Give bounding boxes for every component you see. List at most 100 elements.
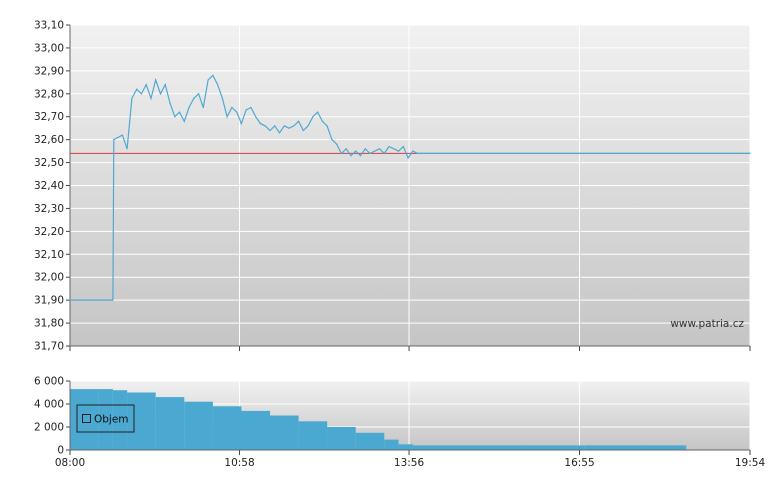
price-point <box>331 139 333 141</box>
price-point <box>431 152 433 154</box>
price-point <box>226 116 228 118</box>
price-point <box>269 129 271 132</box>
volume-bar <box>384 439 399 450</box>
price-point <box>274 125 276 127</box>
price-point <box>202 106 204 109</box>
price-point <box>264 125 266 127</box>
price-point <box>336 143 338 145</box>
price-point <box>288 127 290 129</box>
price-point <box>298 120 300 122</box>
price-y-tick-label: 31,70 <box>34 341 64 353</box>
price-y-tick-label: 32,50 <box>34 157 64 169</box>
volume-bar <box>684 445 687 450</box>
price-point <box>69 299 71 301</box>
price-point <box>198 93 200 95</box>
price-y-tick-label: 32,10 <box>34 249 64 261</box>
x-tick-label: 10:58 <box>224 457 254 469</box>
price-point <box>193 97 195 99</box>
volume-bar <box>270 415 299 450</box>
volume-bar <box>327 427 356 450</box>
price-point <box>393 148 395 150</box>
volume-y-tick-label: 6 000 <box>34 376 64 388</box>
volume-y-tick-label: 0 <box>57 445 64 457</box>
price-point <box>278 132 281 134</box>
price-point <box>317 111 319 113</box>
volume-bar <box>155 397 185 450</box>
volume-bar <box>241 410 270 450</box>
price-point <box>398 150 400 152</box>
price-point <box>259 123 262 125</box>
volume-bar <box>298 421 328 451</box>
price-point <box>421 152 423 154</box>
price-y-tick-label: 32,00 <box>34 272 64 284</box>
price-point <box>369 152 371 154</box>
watermark-text: www.patria.cz <box>670 318 744 330</box>
price-point <box>231 106 233 109</box>
price-point <box>378 148 381 150</box>
price-panel: 33,10 33,00 32,90 32,80 32,70 32,60 32,50 32,40… <box>34 20 751 353</box>
price-point <box>350 155 352 157</box>
price-series-line <box>70 74 750 301</box>
price-y-tick-label: 32,30 <box>34 203 64 215</box>
price-point <box>283 125 285 127</box>
legend-box <box>76 404 135 433</box>
volume-bar <box>98 389 113 450</box>
price-point <box>236 111 238 113</box>
price-y-tick-label: 32,60 <box>34 134 64 146</box>
volume-bar <box>470 445 528 450</box>
volume-legend: Objem <box>76 404 135 433</box>
price-point <box>255 116 257 118</box>
price-y-tick-label: 32,20 <box>34 226 64 238</box>
price-point <box>113 139 115 141</box>
price-point <box>355 150 357 152</box>
price-y-tick-label: 32,40 <box>34 180 64 192</box>
volume-panel: 6 000 4 000 2 000 008:00 10:58 13:56 16:55 19:5… <box>34 376 766 470</box>
volume-bar <box>412 445 470 450</box>
price-point <box>131 97 133 99</box>
price-point <box>426 152 428 154</box>
legend-label: Objem <box>94 414 129 426</box>
x-tick-label: 08:00 <box>55 457 85 469</box>
price-y-tick-label: 33,00 <box>34 42 64 54</box>
price-point <box>340 152 342 154</box>
price-point <box>178 111 181 113</box>
volume-bar <box>584 445 642 450</box>
price-point <box>374 150 376 152</box>
price-point <box>407 157 409 159</box>
price-point <box>112 299 114 301</box>
price-point <box>188 106 190 109</box>
price-point <box>364 148 366 150</box>
price-point <box>302 129 304 132</box>
price-point <box>359 155 362 157</box>
price-y-tick-label: 32,70 <box>34 111 64 123</box>
volume-bar <box>527 445 585 450</box>
price-point <box>145 84 147 86</box>
price-point <box>749 152 751 154</box>
volume-bar <box>127 392 156 450</box>
price-point <box>388 145 390 148</box>
price-point <box>250 106 252 109</box>
volume-bar <box>355 432 385 451</box>
price-point <box>383 152 385 154</box>
price-point <box>326 125 328 127</box>
volume-bar <box>398 444 413 451</box>
price-point <box>245 109 247 111</box>
price-point <box>217 84 219 86</box>
volume-bar <box>184 401 213 450</box>
volume-bar <box>641 445 685 450</box>
price-point <box>312 116 314 118</box>
price-point <box>126 148 128 150</box>
x-tick-label: 16:55 <box>564 457 594 469</box>
price-point <box>321 120 323 122</box>
price-point <box>121 134 123 136</box>
price-point <box>240 123 242 125</box>
price-y-tick-label: 31,90 <box>34 295 64 307</box>
price-point <box>150 97 152 99</box>
price-y-tick-label: 33,10 <box>34 20 64 32</box>
x-tick-label: 13:56 <box>394 457 425 469</box>
legend-swatch <box>82 414 91 423</box>
price-point <box>183 120 185 122</box>
price-point <box>136 88 138 90</box>
